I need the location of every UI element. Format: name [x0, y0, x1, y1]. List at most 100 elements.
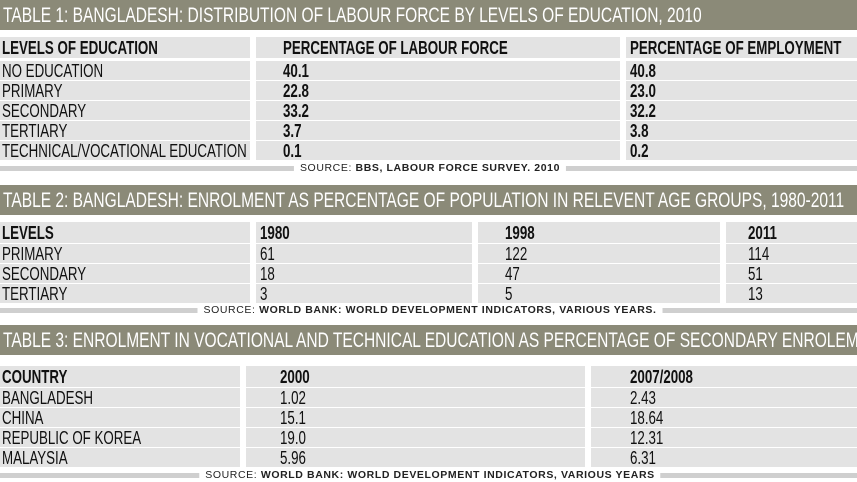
cell-value: 122 [505, 244, 528, 264]
row-label: TECHNICAL/VOCATIONAL EDUCATION [2, 141, 247, 161]
cell-bg [626, 101, 857, 120]
cell-value: 0.1 [283, 141, 302, 161]
cell-bg [0, 81, 250, 100]
table-title: TABLE 3: ENROLMENT IN VOCATIONAL AND TEC… [3, 329, 857, 352]
row-label: BANGLADESH [2, 388, 94, 408]
cell-value: 5.96 [280, 448, 306, 468]
cell-bg [0, 101, 250, 120]
cell-bg [591, 408, 857, 427]
source-text: WORLD BANK: WORLD DEVELOPMENT INDICATORS… [260, 469, 655, 481]
column-header: LEVELS OF EDUCATION [2, 38, 158, 58]
cell-bg [726, 244, 857, 263]
cell-value: 3 [260, 284, 268, 304]
cell-bg [256, 222, 472, 243]
column-header: 1980 [260, 223, 290, 243]
cell-bg [256, 264, 472, 283]
cell-bg [0, 264, 250, 283]
cell-value: 6.31 [630, 448, 656, 468]
cell-bg [256, 244, 472, 263]
cell-bg [0, 141, 250, 160]
cell-bg [0, 428, 240, 447]
cell-bg [626, 121, 857, 140]
column-header: PERCENTAGE OF LABOUR FORCE [283, 38, 508, 58]
cell-bg [478, 284, 720, 303]
source: SOURCE: WORLD BANK: WORLD DEVELOPMENT IN… [199, 469, 661, 481]
cell-value: 5 [505, 284, 513, 304]
source: SOURCE: BBS, LABOUR FORCE SURVEY. 2010 [293, 162, 567, 174]
column-header: PERCENTAGE OF EMPLOYMENT [630, 38, 842, 58]
row-label: PRIMARY [2, 244, 63, 264]
cell-value: 51 [748, 264, 763, 284]
cell-bg [246, 448, 585, 467]
cell-value: 23.0 [630, 81, 656, 101]
cell-bg [478, 264, 720, 283]
row-label: TERTIARY [2, 121, 68, 141]
source: SOURCE: WORLD BANK: WORLD DEVELOPMENT IN… [197, 304, 663, 316]
cell-bg [256, 121, 620, 140]
cell-bg [626, 37, 857, 58]
cell-bg [626, 141, 857, 160]
cell-value: 19.0 [280, 428, 306, 448]
row-label: TERTIARY [2, 284, 68, 304]
table-title-bar [0, 325, 857, 355]
column-header: COUNTRY [2, 367, 68, 387]
row-label: MALAYSIA [2, 448, 68, 468]
cell-bg [478, 222, 720, 243]
table-title: TABLE 1: BANGLADESH: DISTRIBUTION OF LAB… [3, 4, 702, 27]
cell-bg [0, 408, 240, 427]
cell-value: 2.43 [630, 388, 656, 408]
cell-bg [591, 388, 857, 407]
cell-value: 40.1 [283, 61, 309, 81]
row-label: CHINA [2, 408, 44, 428]
cell-bg [256, 141, 620, 160]
cell-value: 40.8 [630, 61, 656, 81]
cell-bg [726, 264, 857, 283]
cell-bg [726, 222, 857, 243]
table-title-bar [0, 0, 857, 30]
cell-value: 61 [260, 244, 275, 264]
source-label: SOURCE: [203, 304, 256, 316]
cell-bg [256, 81, 620, 100]
cell-value: 0.2 [630, 141, 649, 161]
cell-bg [246, 388, 585, 407]
cell-value: 3.8 [630, 121, 649, 141]
cell-bg [591, 366, 857, 387]
cell-bg [256, 101, 620, 120]
cell-value: 114 [748, 244, 770, 264]
cell-bg [591, 448, 857, 467]
column-header: 1998 [505, 223, 535, 243]
table-title: TABLE 2: BANGLADESH: ENROLMENT AS PERCEN… [3, 189, 845, 212]
cell-bg [0, 37, 250, 58]
cell-value: 33.2 [283, 101, 309, 121]
cell-bg [591, 428, 857, 447]
cell-bg [0, 61, 250, 80]
cell-value: 3.7 [283, 121, 302, 141]
row-label: SECONDARY [2, 101, 87, 121]
cell-value: 18.64 [630, 408, 664, 428]
cell-bg [246, 366, 585, 387]
source-text: BBS, LABOUR FORCE SURVEY. 2010 [355, 162, 561, 174]
source-text: WORLD BANK: WORLD DEVELOPMENT INDICATORS… [259, 304, 657, 316]
cell-bg [478, 244, 720, 263]
row-label: SECONDARY [2, 264, 87, 284]
column-header: LEVELS [2, 223, 54, 243]
cell-bg [256, 37, 620, 58]
cell-value: 32.2 [630, 101, 656, 121]
column-header: 2011 [748, 223, 777, 243]
cell-bg [246, 408, 585, 427]
cell-bg [0, 284, 250, 303]
source-label: SOURCE: [299, 162, 352, 174]
cell-bg [0, 448, 240, 467]
table-title-bar [0, 185, 857, 215]
cell-value: 47 [505, 264, 520, 284]
cell-bg [726, 284, 857, 303]
cell-value: 13 [748, 284, 763, 304]
cell-value: 22.8 [283, 81, 309, 101]
row-label: NO EDUCATION [2, 61, 104, 81]
cell-bg [256, 284, 472, 303]
cell-bg [0, 222, 250, 243]
column-header: 2007/2008 [630, 367, 693, 387]
cell-value: 15.1 [280, 408, 306, 428]
source-label: SOURCE: [205, 469, 258, 481]
